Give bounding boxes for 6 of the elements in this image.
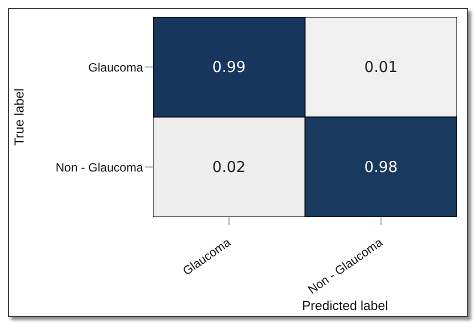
data-label: 0.02 [212,158,246,176]
x-axis-title: Predicted label [302,298,388,313]
data-label: 0.98 [364,158,398,176]
y-axis-title: True label [12,88,27,146]
data-label: 0.99 [212,58,246,76]
data-label: 0.01 [364,58,398,76]
